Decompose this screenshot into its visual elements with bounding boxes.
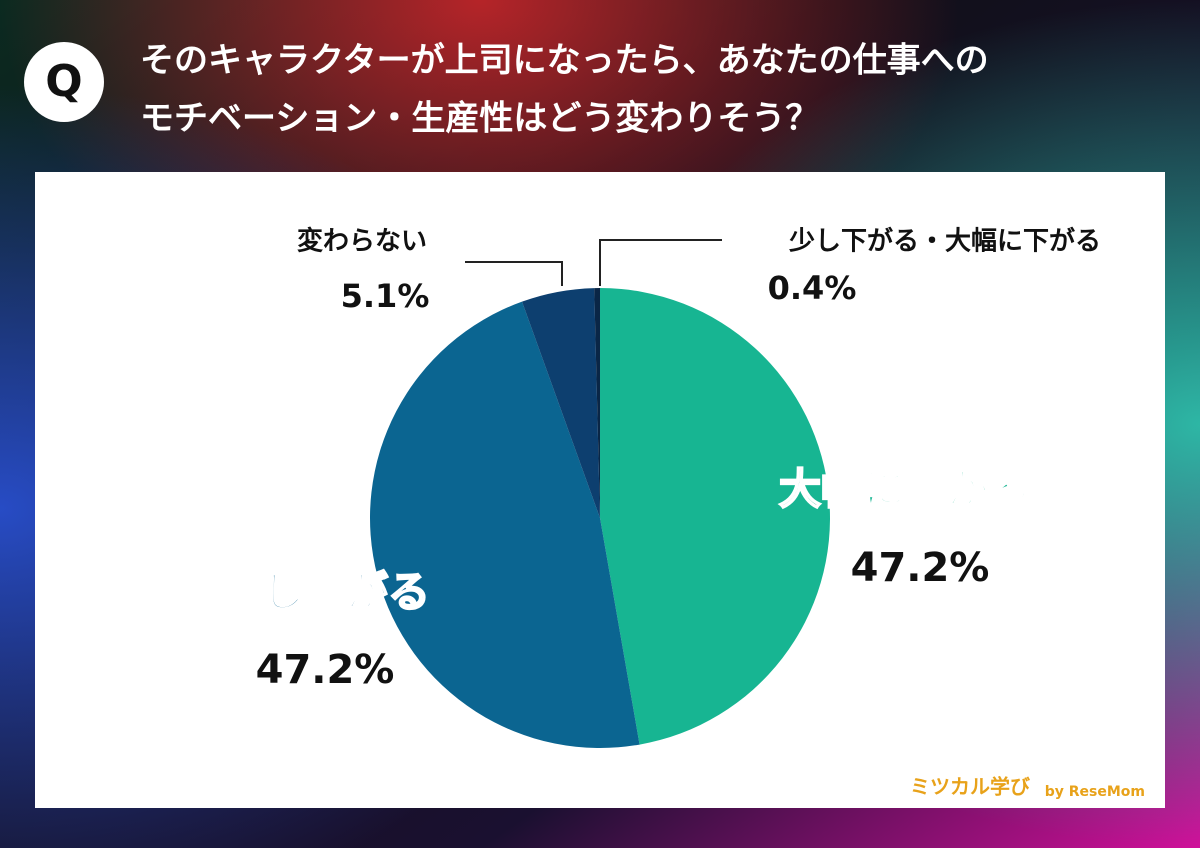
badge-circle: [24, 42, 104, 122]
value-label: 5.1%: [341, 277, 430, 315]
pie-slice: [369, 301, 640, 748]
slice-label: 少し上がる: [220, 568, 430, 617]
slice-label: 変わらない: [297, 226, 427, 257]
logo: ミツカル学び: [910, 775, 1031, 799]
badge: Q: [45, 56, 82, 107]
value-label: 47.2%: [256, 647, 395, 693]
leader-line: [599, 239, 722, 286]
value-label: 0.4%: [768, 269, 857, 307]
logo-by: by ReseMom: [1045, 784, 1145, 800]
pie: [369, 288, 830, 748]
pie-slice: [594, 288, 600, 518]
pie-slice: [600, 288, 830, 745]
pie-slice: [522, 288, 600, 518]
slice-label: 大幅に上がる: [779, 465, 1031, 514]
chart-title: モチベーション・生産性はどう変わりそう？: [140, 99, 819, 139]
chart-title: そのキャラクターが上司になったら、あなたの仕事への: [140, 41, 989, 81]
value-label: 47.2%: [851, 545, 990, 591]
slice-label: 少し下がる・大幅に下がる: [788, 226, 1101, 257]
leader-line: [465, 261, 563, 286]
